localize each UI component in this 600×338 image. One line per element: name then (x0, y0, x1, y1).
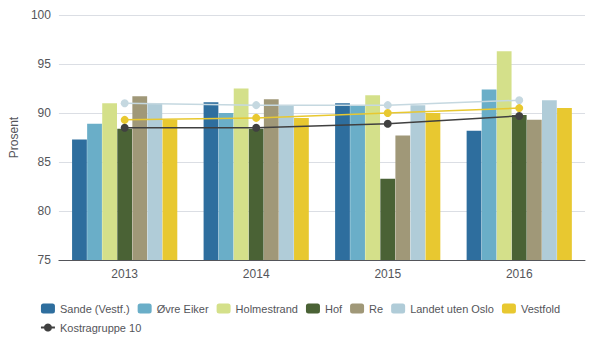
svg-text:80: 80 (38, 204, 52, 218)
svg-text:Sande (Vestf.): Sande (Vestf.) (60, 303, 130, 315)
svg-text:Kostragruppe 10: Kostragruppe 10 (60, 322, 141, 334)
svg-text:2015: 2015 (374, 267, 401, 281)
svg-text:Vestfold: Vestfold (521, 303, 560, 315)
svg-text:85: 85 (38, 155, 52, 169)
svg-text:100: 100 (31, 8, 51, 22)
svg-text:Prosent: Prosent (7, 116, 21, 158)
svg-text:2013: 2013 (111, 267, 138, 281)
svg-text:Landet uten Oslo: Landet uten Oslo (410, 303, 494, 315)
svg-text:Holmestrand: Holmestrand (236, 303, 298, 315)
svg-text:2016: 2016 (506, 267, 533, 281)
svg-text:90: 90 (38, 106, 52, 120)
svg-text:95: 95 (38, 57, 52, 71)
svg-text:75: 75 (38, 253, 52, 267)
svg-text:2014: 2014 (243, 267, 270, 281)
svg-text:Øvre Eiker: Øvre Eiker (157, 303, 209, 315)
svg-text:Hof: Hof (325, 303, 343, 315)
svg-text:Re: Re (369, 303, 383, 315)
